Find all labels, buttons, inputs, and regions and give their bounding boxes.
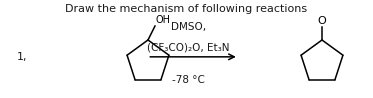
- Text: O: O: [318, 16, 326, 26]
- Text: OH: OH: [156, 15, 171, 25]
- Text: 1,: 1,: [17, 52, 28, 62]
- Text: Draw the mechanism of following reactions: Draw the mechanism of following reaction…: [65, 4, 308, 14]
- Text: DMSO,: DMSO,: [171, 22, 206, 32]
- Text: (CF₃CO)₂O, Et₃N: (CF₃CO)₂O, Et₃N: [147, 42, 230, 52]
- Text: -78 °C: -78 °C: [172, 75, 205, 85]
